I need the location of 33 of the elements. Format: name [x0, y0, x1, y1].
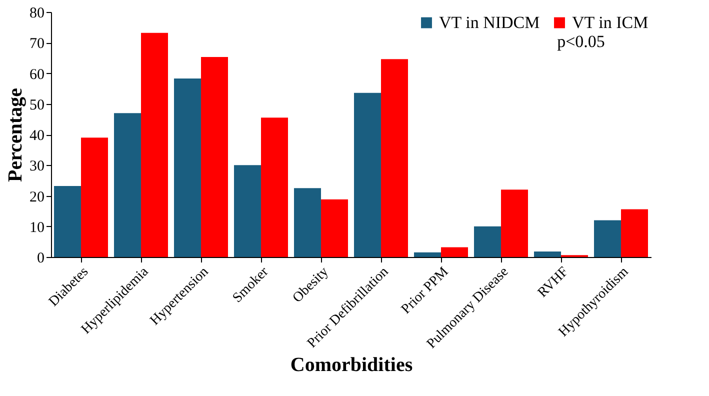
y-tick-label: 0 — [37, 250, 44, 266]
bar — [414, 252, 441, 257]
annotation: p<0.05 — [557, 32, 605, 51]
y-tick-label: 30 — [30, 158, 44, 175]
y-tick-label: 40 — [30, 128, 44, 144]
y-tick-label: 50 — [30, 97, 44, 114]
bar — [501, 190, 528, 257]
bar — [54, 186, 81, 257]
x-axis-title: Comorbidities — [290, 354, 413, 376]
bar — [174, 78, 201, 257]
bar — [234, 165, 261, 257]
bar — [294, 188, 321, 257]
bar — [381, 59, 408, 257]
y-tick-label: 70 — [30, 36, 44, 52]
bar — [474, 226, 501, 257]
bar — [114, 113, 141, 257]
bar — [441, 247, 468, 257]
y-axis-title: Percentage — [4, 88, 26, 182]
bar — [261, 118, 288, 257]
bar — [201, 57, 228, 257]
bar — [321, 199, 348, 257]
legend-label: VT in NIDCM — [439, 12, 540, 32]
bar — [141, 32, 168, 257]
bar — [534, 251, 561, 257]
bar — [81, 138, 108, 257]
bar — [621, 209, 648, 257]
bar — [594, 220, 621, 257]
legend-label: VT in ICM — [572, 12, 648, 32]
y-tick-label: 60 — [30, 66, 44, 83]
y-tick-label: 80 — [30, 6, 44, 22]
y-tick-label: 10 — [30, 220, 44, 236]
y-tick-label: 20 — [30, 189, 44, 206]
bar — [354, 92, 381, 257]
